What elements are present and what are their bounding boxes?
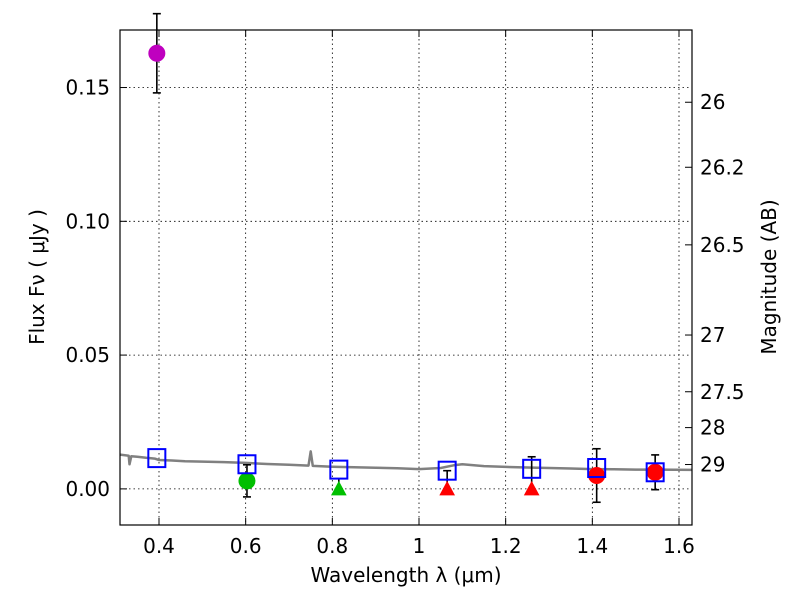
model-square-marker <box>437 460 457 481</box>
model-square-marker <box>522 458 542 479</box>
y2-tick-label: 29 <box>700 453 725 477</box>
y2-tick-label: 28 <box>700 416 725 440</box>
y2-tick-label: 26.2 <box>700 155 745 179</box>
y-tick-label: 0.05 <box>65 343 110 367</box>
y2-axis-label: Magnitude (AB) <box>757 199 781 354</box>
data-point-circle <box>238 472 256 490</box>
data-point-circle <box>148 44 166 62</box>
y2-tick-label: 26.5 <box>700 233 745 257</box>
plot-frame <box>119 29 693 526</box>
x-tick-label: 1.6 <box>663 534 695 558</box>
y-axis-label: Flux Fν ( μJy ) <box>25 209 49 345</box>
sed-template-line <box>119 450 693 472</box>
model-square-marker <box>147 448 167 469</box>
y-tick-label: 0.15 <box>65 76 110 100</box>
model-square-marker <box>237 454 257 475</box>
x-tick-label: 0.4 <box>143 534 175 558</box>
axis-ticks: 0.4 0.6 0.8 1 1.2 1.4 1.6 0.00 0.05 0.10 0.15 26 26.… <box>65 30 745 558</box>
upper-limit-triangle <box>523 480 540 496</box>
model-square-marker <box>329 459 349 480</box>
x-tick-label: 1.2 <box>490 534 522 558</box>
upper-limit-triangle <box>330 480 347 496</box>
x-axis-label: Wavelength λ (μm) <box>310 563 501 587</box>
y-tick-label: 0.00 <box>65 477 110 501</box>
data-point-circle <box>588 467 606 484</box>
data-point-circle <box>646 463 664 481</box>
x-tick-label: 0.6 <box>230 534 262 558</box>
x-tick-label: 1.4 <box>576 534 608 558</box>
y2-tick-label: 26 <box>700 90 725 114</box>
x-tick-label: 0.8 <box>316 534 348 558</box>
y2-tick-label: 27 <box>700 323 725 347</box>
grid <box>120 30 692 525</box>
y-tick-label: 0.10 <box>65 209 110 233</box>
plot-area <box>119 12 693 504</box>
x-tick-label: 1 <box>413 534 426 558</box>
model-square-marker <box>587 458 607 479</box>
model-square-marker <box>645 462 665 483</box>
y2-tick-label: 27.5 <box>700 380 745 404</box>
upper-limit-triangle <box>439 480 456 496</box>
